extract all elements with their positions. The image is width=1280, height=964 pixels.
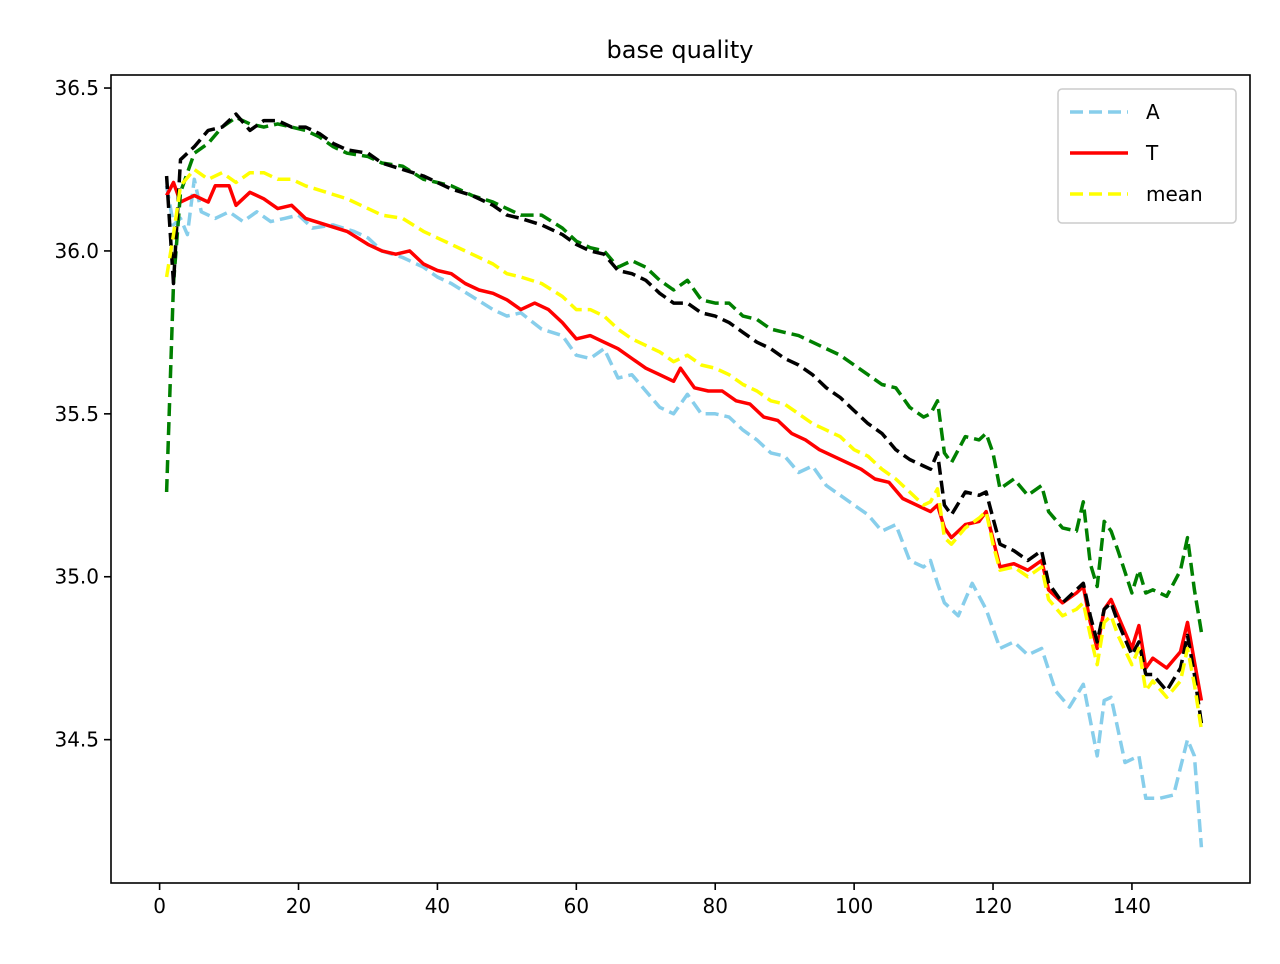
y-axis: 34.5 35.0 35.5 36.0 36.5: [54, 76, 111, 752]
y-tick-label: 34.5: [54, 728, 99, 752]
x-tick-label: 140: [1113, 894, 1151, 918]
chart-title: base quality: [607, 36, 754, 64]
x-tick-label: 120: [974, 894, 1012, 918]
legend-label-T: T: [1145, 141, 1159, 165]
series-line-mean: [164, 167, 1204, 731]
y-tick-label: 35.5: [54, 402, 99, 426]
y-tick-label: 36.0: [54, 239, 99, 263]
x-tick-label: 80: [702, 894, 727, 918]
legend-box: [1057, 88, 1237, 224]
series-layer: [164, 112, 1204, 848]
series-line-unlabeled-2: [164, 115, 1204, 633]
x-tick-label: 0: [153, 894, 166, 918]
x-tick-label: 20: [286, 894, 311, 918]
y-tick-label: 35.0: [54, 565, 99, 589]
x-tick-label: 100: [835, 894, 873, 918]
series-line-unlabeled-3: [164, 112, 1204, 724]
series-line-A: [164, 177, 1204, 848]
y-tick-label: 36.5: [54, 76, 99, 100]
legend-label-mean: mean: [1146, 182, 1203, 206]
x-tick-label: 60: [564, 894, 589, 918]
legend-label-A: A: [1146, 100, 1160, 124]
x-tick-label: 40: [425, 894, 450, 918]
x-axis: 0 20 40 60 80 100 120 140: [153, 883, 1151, 918]
plot-frame: [110, 74, 1251, 884]
